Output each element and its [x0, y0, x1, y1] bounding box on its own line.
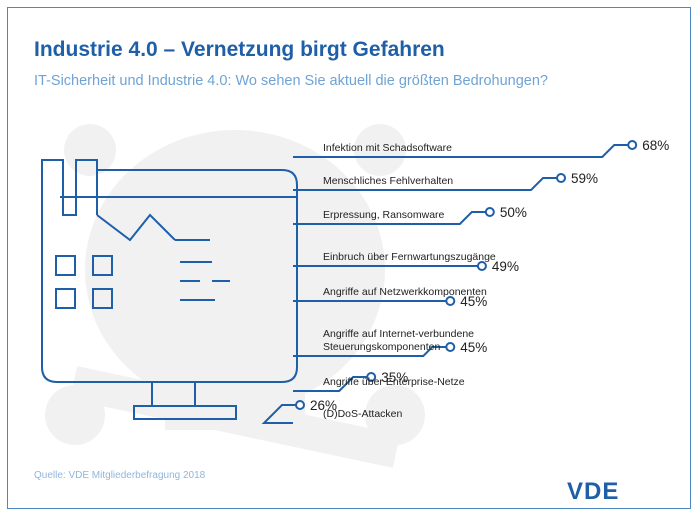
category-label: Steuerungskomponenten	[323, 341, 440, 353]
vde-logo: VDE	[567, 478, 620, 505]
bar-line	[293, 211, 486, 225]
category-label: Menschliches Fehlverhalten	[323, 175, 453, 187]
bar-line	[261, 404, 296, 424]
bar-end-dot	[627, 140, 638, 150]
value-label: 45%	[460, 294, 487, 309]
value-label: 45%	[460, 340, 487, 355]
category-label: Angriffe auf Netzwerkkomponenten	[323, 286, 487, 298]
value-label: 50%	[500, 205, 527, 220]
page-title: Industrie 4.0 – Vernetzung birgt Gefahre…	[34, 38, 445, 61]
bar-end-dot	[445, 342, 456, 352]
source-note: Quelle: VDE Mitgliederbefragung 2018	[34, 470, 206, 481]
bar-end-dot	[476, 261, 487, 271]
value-label: 59%	[571, 171, 598, 186]
category-label: Einbruch über Fernwartungszugänge	[323, 251, 496, 263]
bar-line	[293, 177, 558, 191]
category-label: Angriffe auf Internet-verbundene	[323, 328, 474, 340]
category-label: Erpressung, Ransomware	[323, 209, 445, 221]
page-subtitle: IT-Sicherheit und Industrie 4.0: Wo sehe…	[34, 73, 548, 89]
bars-layer: Infektion mit Schadsoftware 68% Menschlich…	[261, 138, 669, 424]
value-label: 26%	[310, 398, 337, 413]
bar-end-dot	[295, 400, 305, 410]
infographic-frame	[7, 7, 691, 509]
bar-line	[293, 376, 368, 392]
bar-line	[293, 144, 629, 158]
bar-end-dot	[366, 372, 377, 382]
bar-end-dot	[556, 173, 567, 183]
value-label: 35%	[381, 370, 408, 385]
bar-end-dot	[484, 207, 495, 217]
bar-end-dot	[445, 296, 456, 306]
value-label: 68%	[642, 138, 669, 153]
value-label: 49%	[492, 259, 519, 274]
factory-monitor-icon	[41, 159, 298, 420]
category-label: Angriffe über Enterprise-Netze	[323, 376, 465, 388]
category-label: (D)DoS-Attacken	[323, 408, 403, 420]
category-label: Infektion mit Schadsoftware	[323, 142, 452, 154]
bar-line	[293, 346, 447, 357]
